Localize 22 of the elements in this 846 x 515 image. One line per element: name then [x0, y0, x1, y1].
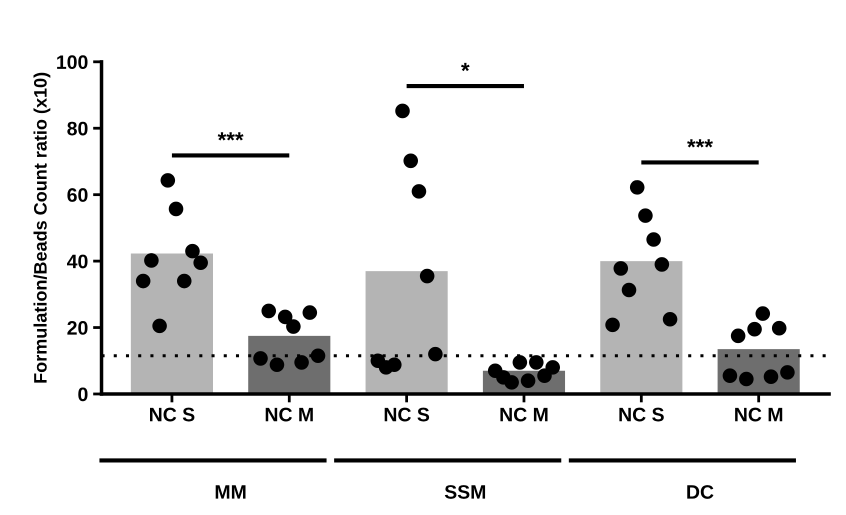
x-tick-label: NC M — [500, 408, 548, 422]
annotation: *** — [687, 139, 713, 148]
x-tick-label: NC M — [266, 408, 313, 422]
x-tick-label: NC S — [619, 408, 664, 422]
y-tick-label: 80 — [67, 122, 88, 136]
bar — [366, 271, 448, 394]
text: SSM — [444, 485, 486, 499]
y-tick-label: 100 — [57, 55, 88, 70]
y-axis-title: Formulation/Beads Count ratio (x10) — [34, 72, 50, 383]
annotation: * — [461, 62, 470, 72]
x-tick-label: NC S — [150, 408, 194, 422]
x-tick-label: NC S — [384, 408, 430, 422]
bar — [130, 253, 213, 394]
x-tick-label: NC M — [735, 408, 782, 422]
bar — [600, 261, 682, 394]
annotation: *** — [218, 132, 244, 141]
text: MM — [216, 485, 246, 499]
y-tick-label: 20 — [67, 321, 88, 335]
text: DC — [687, 485, 714, 499]
y-tick-label: 0 — [78, 387, 88, 402]
y-tick-label: 40 — [66, 254, 88, 268]
y-tick-label: 60 — [67, 188, 88, 202]
